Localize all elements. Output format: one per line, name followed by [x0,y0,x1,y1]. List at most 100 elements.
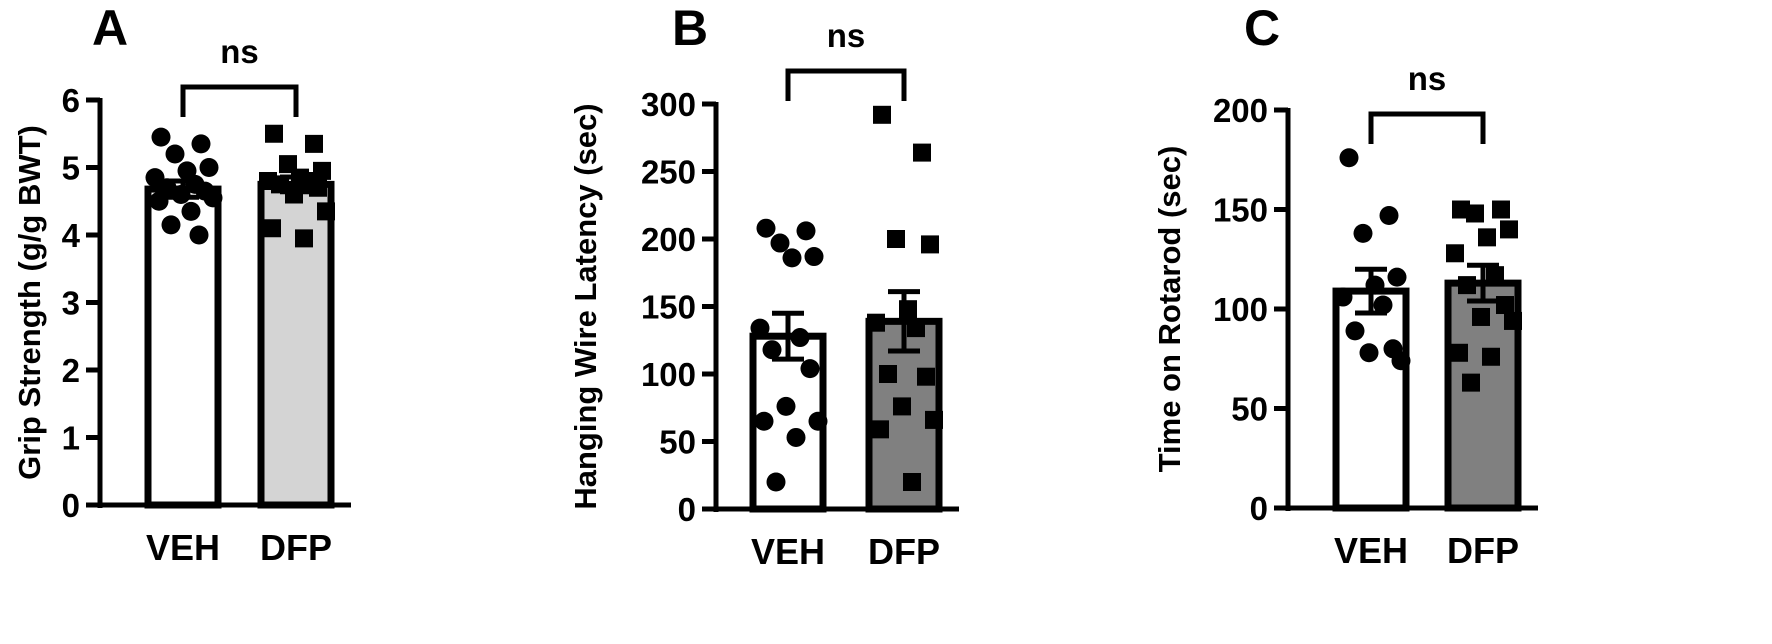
data-point-dfp [1486,266,1504,285]
data-point-veh [750,318,770,338]
data-point-dfp [1472,307,1490,326]
significance-bracket [1368,111,1486,144]
data-point-dfp [295,229,313,248]
data-point-veh [808,411,828,431]
y-tick-label: 50 [659,424,696,461]
data-point-veh [786,427,806,447]
panel-letter: B [672,0,708,56]
data-point-veh [762,340,782,360]
x-category-label: VEH [1334,530,1408,571]
significance-label: ns [220,33,259,70]
y-tick-label: 5 [62,150,80,187]
y-axis-title: Time on Rotarod (sec) [1152,146,1187,473]
data-point-veh [203,188,223,208]
data-point-dfp [913,143,931,162]
x-category-label: VEH [146,527,220,568]
data-point-veh [804,247,824,267]
y-tick-label: 100 [641,356,696,393]
data-point-dfp [873,105,891,124]
data-point-veh [1339,148,1359,168]
y-tick-label: 100 [1213,291,1268,328]
x-category-label: DFP [868,531,940,572]
data-point-dfp [1452,200,1470,219]
data-point-dfp [887,230,905,248]
data-point-dfp [317,202,335,221]
data-point-veh [800,359,820,379]
data-point-dfp [879,365,897,383]
x-category-label: DFP [1447,530,1519,571]
panel-a: A Grip Strength (g/g BWT) 0 1 2 3 4 5 6 VEH DFP ns [12,0,351,568]
data-point-veh [1387,267,1407,287]
significance-label: ns [1408,60,1447,97]
data-point-veh [165,144,185,164]
data-point-dfp [921,235,939,254]
data-point-dfp [1450,343,1468,362]
data-point-dfp [871,420,889,439]
data-point-veh [782,248,802,268]
panel-b: B Hanging Wire Latency (sec) 0 50 100 150 200 2… [568,0,959,572]
panel-letter: A [92,0,128,56]
y-tick-label: 3 [62,285,80,322]
data-point-dfp [1462,373,1480,392]
data-point-dfp [1500,220,1518,239]
significance-bracket [785,68,907,101]
y-tick-label: 300 [641,86,696,123]
y-tick-label: 0 [678,491,696,528]
data-point-dfp [1482,347,1500,366]
data-point-veh [161,215,181,235]
data-point-veh [776,396,796,416]
data-point-veh [181,201,201,221]
significance-label: ns [827,17,866,54]
data-point-dfp [265,124,283,143]
data-point-dfp [1458,276,1476,295]
data-point-dfp [1496,296,1514,315]
panel-letter: C [1244,0,1280,56]
data-point-veh [1333,287,1353,307]
data-point-dfp [263,219,281,238]
data-point-veh [1373,295,1393,315]
data-point-dfp [907,319,925,338]
y-tick-label: 0 [1250,490,1268,527]
significance-bracket [180,84,299,117]
data-point-dfp [305,134,323,153]
y-tick-label: 6 [62,82,80,119]
data-point-dfp [1504,311,1522,330]
data-point-dfp [1446,244,1464,263]
y-tick-label: 200 [641,221,696,258]
data-point-dfp [917,367,935,386]
data-point-veh [1379,205,1399,225]
x-category-label: DFP [260,527,332,568]
y-axis-title: Grip Strength (g/g BWT) [12,125,47,480]
y-tick-label: 1 [62,420,80,457]
data-point-dfp [903,473,921,491]
y-tick-label: 4 [62,217,81,254]
data-point-veh [1391,351,1411,371]
y-tick-label: 150 [1213,192,1268,229]
data-point-veh [756,218,776,238]
bar-veh [1332,287,1410,512]
x-category-label: VEH [751,531,825,572]
data-point-dfp [1478,228,1496,247]
data-point-veh [199,158,219,177]
data-point-veh [1365,275,1385,295]
data-point-veh [754,411,774,431]
y-tick-label: 200 [1213,92,1268,129]
data-point-dfp [313,161,331,180]
data-point-dfp [867,313,885,332]
data-point-veh [149,191,169,211]
panel-c: C Time on Rotarod (sec) 0 50 100 150 200 VEH DFP… [1152,0,1538,571]
data-point-dfp [1466,204,1484,223]
data-point-dfp [893,397,911,416]
data-point-veh [1359,343,1379,363]
data-point-veh [189,225,209,245]
y-tick-label: 250 [641,154,696,191]
data-point-veh [766,472,786,492]
y-tick-label: 0 [62,487,80,524]
data-point-dfp [1492,200,1510,219]
data-point-veh [151,127,171,147]
y-axis-title: Hanging Wire Latency (sec) [568,103,603,509]
data-point-veh [790,328,810,348]
data-point-dfp [309,178,327,197]
